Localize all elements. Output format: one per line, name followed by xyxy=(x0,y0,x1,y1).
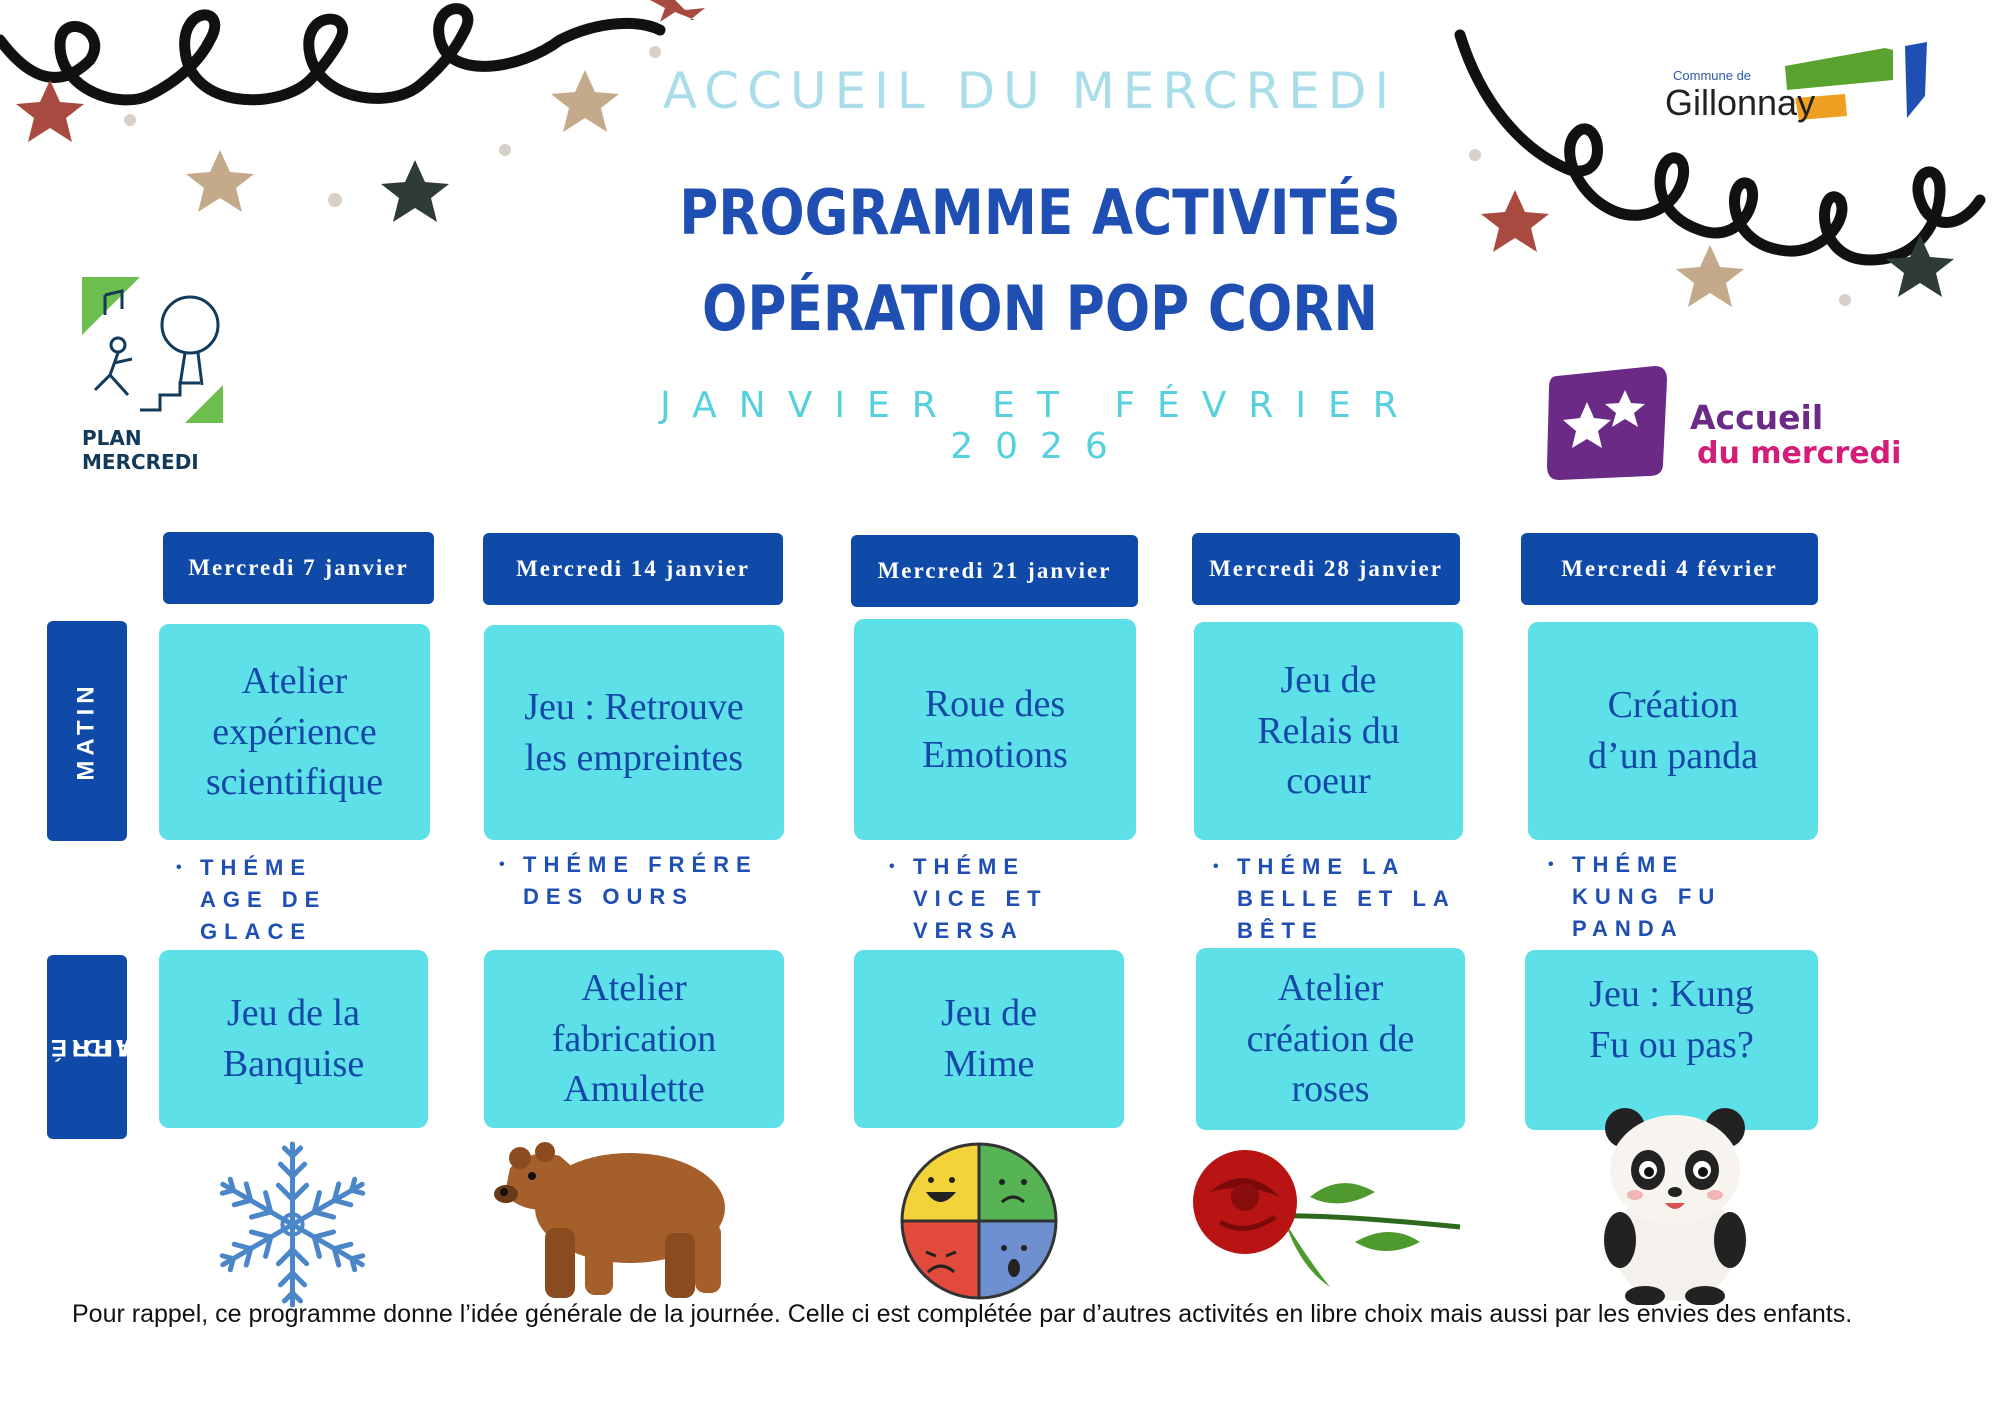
rose-icon xyxy=(1193,1150,1461,1287)
bullet-icon: • xyxy=(176,859,182,876)
day-header: Mercredi 21 janvier xyxy=(851,535,1138,607)
accueil-logo-line2: du mercredi xyxy=(1697,436,1902,471)
gillonnay-name: Gillonnay xyxy=(1665,82,1816,123)
row-label-morning: MATIN xyxy=(47,621,127,841)
morning-activity-card: Jeu de Relais du coeur xyxy=(1194,622,1463,840)
afternoon-activity-text: Atelier fabrication Amulette xyxy=(551,967,717,1111)
garland-left-decoration xyxy=(0,0,705,222)
theme-text: THÉME KUNG FU PANDA xyxy=(1572,852,1722,941)
morning-activity-text: Création d’un panda xyxy=(1588,684,1758,777)
panda-icon xyxy=(1604,1108,1746,1305)
row-label-afternoon: APRÉS- MIDI xyxy=(12,955,138,1139)
plan-mercredi-line1: PLAN xyxy=(82,426,142,450)
morning-activity-card: Création d’un panda xyxy=(1528,622,1818,840)
accueil-logo-mark xyxy=(1547,366,1667,480)
morning-activity-card: Atelier expérience scientifique xyxy=(159,624,430,840)
afternoon-activity-card: Atelier création de roses xyxy=(1196,948,1465,1130)
bear-icon xyxy=(494,1142,725,1298)
row-label-afternoon-line2: MIDI xyxy=(66,1034,138,1061)
theme-text: THÉME VICE ET VERSA xyxy=(913,854,1048,943)
bullet-icon: • xyxy=(1213,858,1219,875)
afternoon-activity-text: Jeu de Mime xyxy=(940,992,1038,1085)
gillonnay-logo: Commune de Gillonnay xyxy=(1665,38,1935,138)
gillonnay-caption: Commune de xyxy=(1673,68,1752,83)
afternoon-activity-text: Jeu : Kung Fu ou pas? xyxy=(1589,973,1754,1066)
afternoon-activity-card: Jeu de la Banquise xyxy=(159,950,428,1128)
afternoon-activity-card: Atelier fabrication Amulette xyxy=(484,950,784,1128)
plan-mercredi-logo: PLAN MERCREDI xyxy=(80,275,225,480)
afternoon-activity-text: Atelier création de roses xyxy=(1246,967,1415,1111)
subtitle: ACCUEIL DU MERCREDI xyxy=(662,62,1398,120)
bullet-icon: • xyxy=(1548,856,1554,873)
gillonnay-logo-mark xyxy=(1785,42,1927,120)
afternoon-activity-text: Jeu de la Banquise xyxy=(222,992,365,1085)
row-label-morning-text: MATIN xyxy=(73,681,101,781)
plan-mercredi-logo-mark xyxy=(82,277,223,423)
morning-activity-card: Jeu : Retrouve les empreintes xyxy=(484,625,784,840)
day-header: Mercredi 14 janvier xyxy=(483,533,783,605)
day-header: Mercredi 28 janvier xyxy=(1192,533,1460,605)
period-dates: JANVIER ET FÉVRIER 2026 xyxy=(660,385,1420,467)
page-title-line1: PROGRAMME ACTIVITÉS xyxy=(679,176,1401,249)
morning-activity-card: Roue des Emotions xyxy=(854,619,1136,840)
morning-activity-text: Jeu : Retrouve les empreintes xyxy=(524,685,744,779)
snowflake-icon xyxy=(205,1141,380,1312)
theme-bullet: • THÉME VICE ET VERSA xyxy=(889,851,1093,947)
theme-text: THÉME LA BELLE ET LA BÊTE xyxy=(1237,854,1455,943)
theme-bullet: • THÉME AGE DE GLACE xyxy=(176,852,380,948)
emotion-wheel-icon xyxy=(900,1142,1058,1300)
accueil-logo-line1: Accueil xyxy=(1690,398,1824,437)
theme-bullet: • THÉME LA BELLE ET LA BÊTE xyxy=(1213,851,1467,947)
theme-text: THÉME FRÉRE DES OURS xyxy=(523,852,758,909)
theme-bullet: • THÉME FRÉRE DES OURS xyxy=(499,849,763,913)
morning-activity-text: Jeu de Relais du coeur xyxy=(1257,659,1400,803)
bullet-icon: • xyxy=(499,856,505,873)
day-header: Mercredi 4 février xyxy=(1521,533,1818,605)
day-header: Mercredi 7 janvier xyxy=(163,532,434,604)
morning-activity-text: Roue des Emotions xyxy=(922,682,1068,776)
morning-activity-text: Atelier expérience scientifique xyxy=(205,660,384,804)
garland-right-decoration xyxy=(1454,29,1986,307)
theme-text: THÉME AGE DE GLACE xyxy=(200,855,327,944)
accueil-mercredi-logo: Accueil du mercredi xyxy=(1545,362,1905,487)
afternoon-activity-card: Jeu de Mime xyxy=(854,950,1124,1128)
theme-bullet: • THÉME KUNG FU PANDA xyxy=(1548,849,1772,945)
page-title-line2: OPÉRATION POP CORN xyxy=(702,272,1378,345)
plan-mercredi-line2: MERCREDI xyxy=(82,450,199,474)
row-label-afternoon-text: APRÉS- MIDI xyxy=(12,987,138,1108)
footer-note: Pour rappel, ce programme donne l’idée g… xyxy=(72,1300,1853,1328)
afternoon-activity-card: Jeu : Kung Fu ou pas? xyxy=(1525,950,1818,1130)
bullet-icon: • xyxy=(889,858,895,875)
